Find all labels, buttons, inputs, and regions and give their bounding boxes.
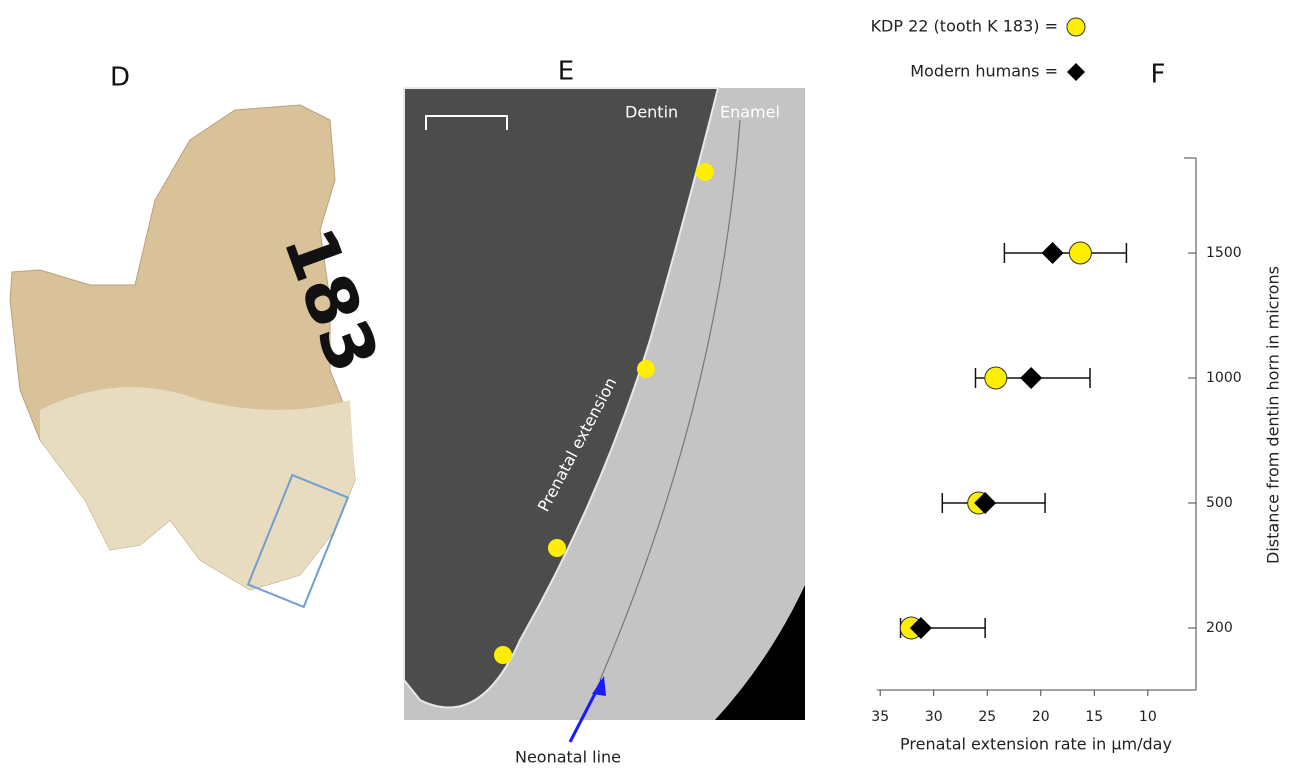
y-tick-label: 1000 [1206,370,1242,386]
error-bar [1004,243,1126,263]
legend-label: Modern humans = [910,62,1058,81]
y-tick-label: 1500 [1206,245,1242,261]
legend-label: KDP 22 (tooth K 183) = [871,17,1058,36]
micrograph [404,88,805,742]
legend-marker [1067,63,1085,81]
panel-label: E [558,57,574,87]
tooth-photo: 183 [10,105,394,607]
neonatal-label: Neonatal line [515,748,621,767]
x-tick-label: 25 [978,709,996,725]
modern-point [1020,367,1042,389]
x-tick-label: 35 [871,709,889,725]
modern-point [1042,242,1064,264]
dentin-label: Dentin [625,103,678,122]
enamel-label: Enamel [720,103,780,122]
legend-marker [1067,18,1085,36]
panel-label: F [1151,60,1166,90]
kdp-point [985,367,1007,389]
y-tick-label: 500 [1206,495,1233,511]
y-axis-title: Distance from dentin horn in microns [1264,266,1283,564]
y-tick-label: 200 [1206,620,1233,636]
x-tick-label: 20 [1032,709,1050,725]
kdp-point [1069,242,1091,264]
panel-label: D [110,63,130,93]
figure: 183 D E Dentin Enamel Prenatal extension… [0,0,1294,775]
x-axis-title: Prenatal extension rate in µm/day [900,735,1172,754]
x-tick-label: 15 [1085,709,1103,725]
x-tick-label: 30 [925,709,943,725]
x-tick-label: 10 [1139,709,1157,725]
